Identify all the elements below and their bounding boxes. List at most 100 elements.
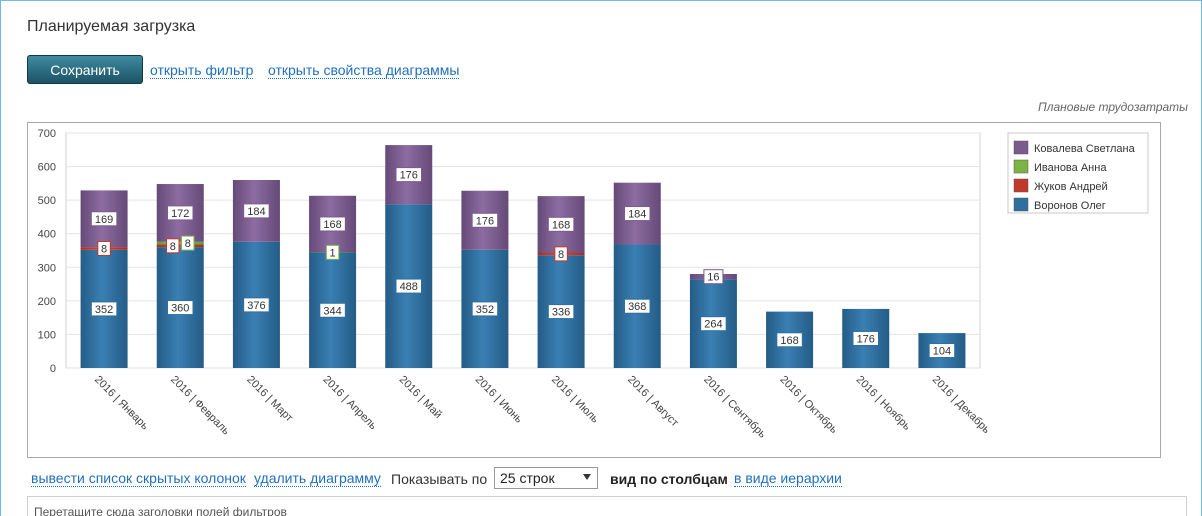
data-label: 352 [95,304,113,316]
legend-entry: Ковалева Светлана [1034,143,1136,155]
y-tick-label: 600 [38,162,56,174]
x-tick-label: 2016 | Декабрь [930,374,993,437]
rows-per-page-value: 25 строк [500,470,555,486]
data-label: 8 [185,238,191,250]
data-label-box [90,301,118,317]
data-label: 104 [933,346,951,358]
y-tick-label: 500 [38,195,56,207]
data-label: 172 [171,208,189,220]
data-label-box [166,238,180,254]
x-tick-label: 2016 | Сентябрь [701,374,768,441]
data-label: 169 [95,214,113,226]
data-label-box [471,212,499,228]
data-label-box [167,205,194,221]
legend-swatch [1013,197,1029,212]
data-label-box [554,246,568,262]
data-label-box [624,298,651,314]
view-hierarchy-link[interactable]: в виде иерархии [734,470,842,487]
filter-drop-zone[interactable]: Перетащите сюда заголовки полей фильтров [27,496,1187,516]
data-label-box [243,297,270,313]
x-tick-label: 2016 | Июнь [473,374,525,426]
data-label: 344 [323,305,341,317]
drop-zone-hint: Перетащите сюда заголовки полей фильтров [34,505,287,516]
data-label: 488 [400,281,418,293]
y-tick-label: 200 [38,296,56,308]
save-button[interactable]: Сохранить [27,55,143,84]
x-tick-label: 2016 | Ноябрь [854,374,913,433]
data-label-box [395,167,422,183]
data-label: 168 [323,219,341,231]
x-tick-label: 2016 | Июль [549,374,601,426]
y-tick-label: 400 [38,229,56,241]
chart-caption: Плановые трудозатраты [1038,100,1188,114]
data-label-box [167,300,194,316]
data-label-box [97,240,111,256]
data-label-box [547,216,575,232]
bar-segment [156,241,204,245]
view-columns-label: вид по столбцам [610,471,728,487]
data-label-box [181,235,195,251]
data-label-box [700,316,727,332]
data-label-box [319,216,346,232]
data-label: 376 [247,300,265,312]
x-tick-label: 2016 | Август [625,374,681,430]
legend-swatch [1013,140,1029,155]
rows-per-page-select[interactable]: 25 строк [494,467,598,489]
delete-chart-link[interactable]: удалить диаграмму [254,470,381,487]
legend-swatch [1013,159,1029,174]
x-tick-label: 2016 | Май [397,374,444,421]
data-label-box [319,302,346,318]
data-label-box [547,304,575,320]
data-label: 176 [857,333,875,345]
y-tick-label: 700 [38,128,56,140]
data-label-box [471,301,499,317]
chart-container: 352 8 169 360 8 8 172 376 184 344 1 168 488 176 352 176… [27,122,1161,458]
chevron-down-icon [583,474,591,480]
legend-swatch [1013,178,1029,193]
legend-box [1007,132,1149,214]
hidden-columns-link[interactable]: вывести список скрытых колонок [31,470,246,487]
legend-entry: Жуков Андрей [1034,181,1108,193]
data-label: 8 [558,249,564,261]
legend-entry: Воронов Олег [1034,200,1106,212]
data-label-box [852,330,879,346]
data-label: 264 [704,319,722,331]
data-label-box [928,343,956,359]
data-label: 168 [780,335,798,347]
x-tick-label: 2016 | Март [244,374,295,425]
data-label-box [243,203,270,219]
y-tick-label: 0 [50,363,56,375]
data-label-box [776,332,803,348]
data-label: 8 [101,243,107,255]
data-label: 336 [552,307,570,319]
show-by-label: Показывать по [391,471,488,487]
data-label: 168 [552,219,570,231]
x-tick-label: 2016 | Январь [92,374,151,433]
data-label: 184 [628,209,646,221]
x-tick-label: 2016 | Октябрь [777,374,839,436]
data-label: 1 [330,247,336,259]
data-label-box [90,211,118,227]
data-label: 176 [400,170,418,182]
data-label: 360 [171,303,189,315]
data-label: 184 [247,206,265,218]
legend-entry: Иванова Анна [1034,162,1107,174]
data-label: 176 [476,215,494,227]
open-chart-properties-link[interactable]: открыть свойства диаграммы [268,62,460,79]
open-filter-link[interactable]: открыть фильтр [150,62,254,79]
data-label-box [703,269,724,285]
x-tick-label: 2016 | Апрель [320,374,379,433]
y-tick-label: 100 [38,329,56,341]
data-label: 352 [476,304,494,316]
data-label-box [624,206,651,222]
data-label: 8 [170,241,176,253]
data-label: 16 [707,272,719,284]
page-title: Планируемая загрузка [27,18,196,35]
bar-segment [156,244,204,248]
y-tick-label: 300 [38,262,56,274]
x-tick-label: 2016 | Февраль [168,374,232,438]
data-label-box [395,278,422,294]
data-label: 368 [628,301,646,313]
data-label-box [325,244,340,260]
